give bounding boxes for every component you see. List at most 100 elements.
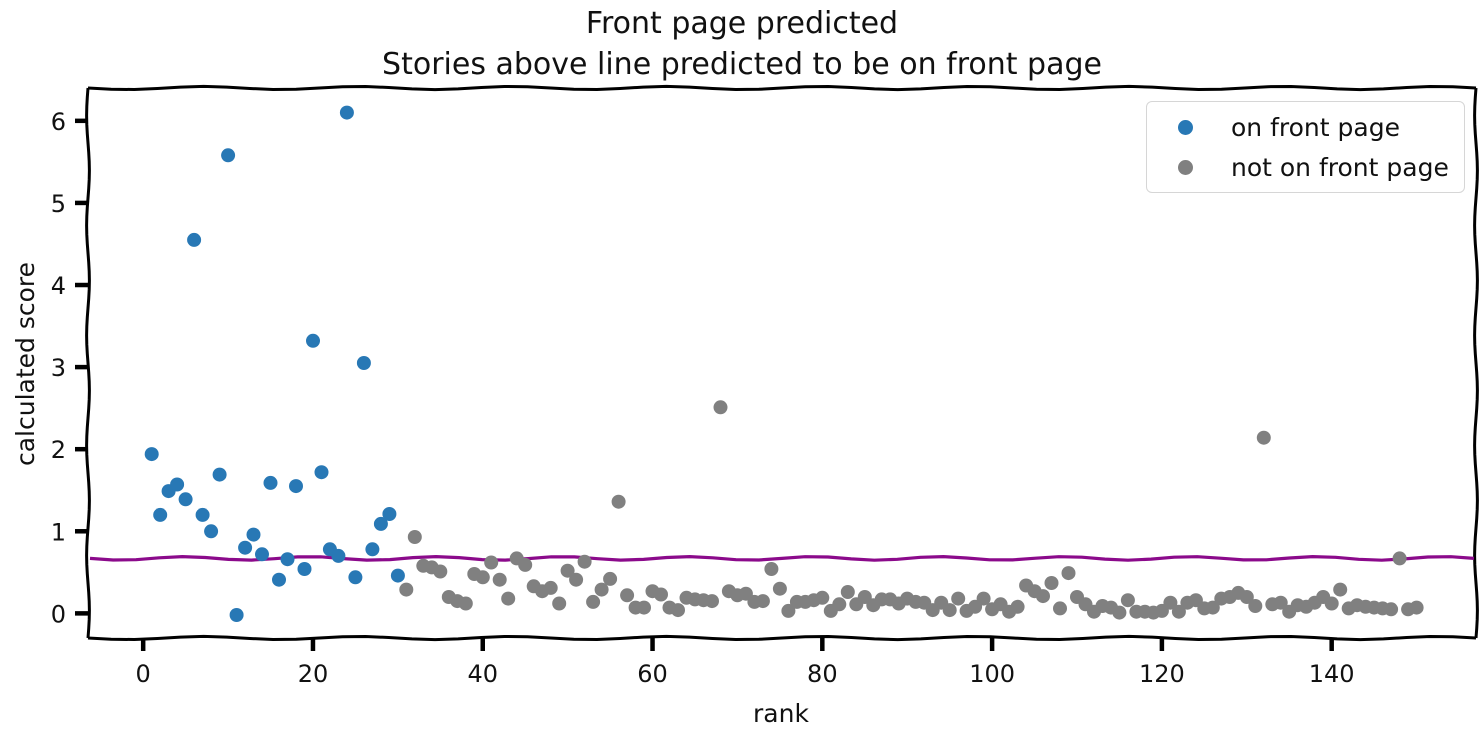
data-point <box>238 540 253 555</box>
data-point <box>577 554 592 569</box>
data-point <box>246 527 261 542</box>
data-point <box>458 596 473 611</box>
data-point <box>1273 595 1288 610</box>
data-point <box>475 570 490 585</box>
data-point <box>603 571 618 586</box>
data-point <box>187 232 202 247</box>
data-point <box>637 600 651 615</box>
data-point <box>713 400 728 415</box>
data-point <box>620 588 635 603</box>
data-point <box>560 563 575 578</box>
x-tick-label: 100 <box>969 660 1015 688</box>
data-point <box>815 590 830 605</box>
data-point <box>1163 595 1178 610</box>
data-point <box>272 572 286 587</box>
data-point <box>433 564 448 579</box>
data-point <box>221 148 236 163</box>
data-point <box>1239 590 1254 604</box>
legend-label-on-front-page: on front page <box>1231 112 1400 142</box>
legend-marker-on-front-page <box>1178 119 1193 135</box>
data-point <box>356 356 371 370</box>
data-point <box>1044 576 1059 590</box>
data-point <box>263 475 278 490</box>
x-tick-label: 40 <box>467 660 498 688</box>
y-tick-label: 1 <box>51 518 66 546</box>
data-point <box>1248 599 1263 613</box>
y-tick-label: 4 <box>51 272 66 300</box>
data-point <box>204 524 219 539</box>
data-point <box>314 465 329 480</box>
data-point <box>772 581 787 596</box>
data-point <box>1409 600 1424 615</box>
data-point <box>951 591 966 606</box>
data-point <box>832 597 847 612</box>
data-point <box>840 585 855 599</box>
data-point <box>1112 605 1127 620</box>
data-point <box>255 547 269 562</box>
data-point <box>289 479 303 494</box>
data-point <box>552 596 567 611</box>
data-point <box>373 516 388 531</box>
data-point <box>144 447 159 462</box>
data-point <box>1324 596 1339 611</box>
data-point <box>390 568 405 583</box>
x-axis-label: rank <box>753 699 809 728</box>
chart-title: Front page predicted <box>585 6 899 41</box>
data-point <box>492 572 507 587</box>
y-tick-label: 0 <box>51 600 66 628</box>
data-point <box>781 603 796 618</box>
data-point <box>594 582 609 597</box>
data-point <box>1256 430 1271 445</box>
data-point <box>1171 604 1186 619</box>
y-tick-label: 2 <box>51 436 66 464</box>
data-point <box>365 542 380 557</box>
data-point <box>518 557 533 572</box>
data-point <box>942 603 957 618</box>
series-on-front-page <box>144 105 405 622</box>
data-point <box>297 562 312 576</box>
data-point <box>1392 551 1407 566</box>
data-point <box>339 105 354 120</box>
data-point <box>755 594 770 609</box>
y-tick-label: 5 <box>51 190 66 218</box>
data-point <box>280 552 295 567</box>
data-point <box>611 494 626 509</box>
legend-marker-not-on-front-page <box>1178 159 1193 175</box>
legend: on front page not on front page <box>1146 101 1465 193</box>
data-point <box>764 562 779 576</box>
data-point <box>1384 602 1399 617</box>
data-point <box>671 603 685 618</box>
x-tick-label: 120 <box>1139 660 1185 688</box>
frame-top <box>87 84 1477 92</box>
legend-label-not-on-front-page: not on front page <box>1231 152 1449 182</box>
data-point <box>306 333 320 348</box>
data-point <box>501 591 516 606</box>
data-point <box>170 477 185 492</box>
data-point <box>195 507 210 522</box>
data-point <box>543 580 558 595</box>
y-tick-label: 6 <box>51 108 66 136</box>
data-point <box>229 608 244 622</box>
data-point <box>1120 593 1135 608</box>
x-tick-label: 20 <box>298 660 329 688</box>
y-axis-label: calculated score <box>11 262 40 466</box>
data-point <box>212 467 227 482</box>
data-point <box>153 507 168 522</box>
data-point <box>1053 601 1067 616</box>
data-point <box>407 530 422 544</box>
x-tick-label: 60 <box>637 660 668 688</box>
data-point <box>1010 599 1025 614</box>
y-tick-label: 3 <box>51 354 66 382</box>
data-point <box>484 555 499 570</box>
data-point <box>586 594 601 609</box>
legend-item-not-on-front-page: not on front page <box>1147 152 1449 182</box>
data-point <box>348 570 363 585</box>
data-point <box>1036 589 1050 604</box>
frame-left <box>85 87 91 639</box>
frame-right <box>1473 87 1479 639</box>
x-tick-label: 140 <box>1309 660 1355 688</box>
legend-item-on-front-page: on front page <box>1147 112 1400 142</box>
data-point <box>569 572 584 587</box>
data-point <box>1333 582 1348 597</box>
threshold-line <box>89 554 1475 562</box>
